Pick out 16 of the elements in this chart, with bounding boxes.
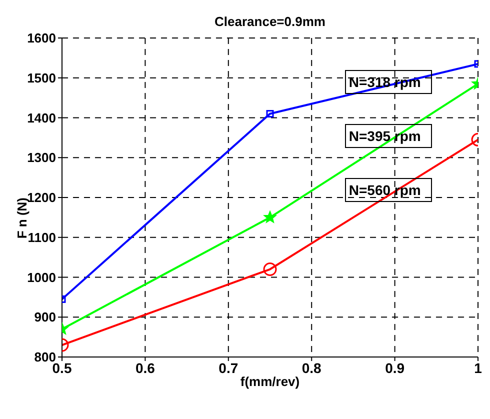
y-tick-label: 900 (34, 310, 56, 325)
y-tick-label: 1600 (27, 30, 56, 46)
y-tick-label: 1500 (27, 70, 56, 86)
y-tick-label: 1200 (27, 190, 56, 206)
chart-title: Clearance=0.9mm (214, 14, 326, 29)
y-tick-label: 1100 (28, 230, 56, 245)
x-tick-label: 0.6 (135, 360, 156, 376)
y-axis-title: F n (N) (14, 198, 30, 239)
y-tick-label: 1400 (27, 110, 56, 126)
x-tick-label: 0.7 (218, 360, 238, 376)
x-axis-title: f(mm/rev) (240, 374, 300, 390)
x-tick-label: 1 (474, 360, 482, 376)
y-tick-label: 1300 (27, 150, 56, 166)
y-tick-label: 1000 (27, 270, 56, 285)
x-tick-label: 0.8 (302, 360, 322, 376)
x-tick-label: 0.9 (385, 360, 405, 376)
